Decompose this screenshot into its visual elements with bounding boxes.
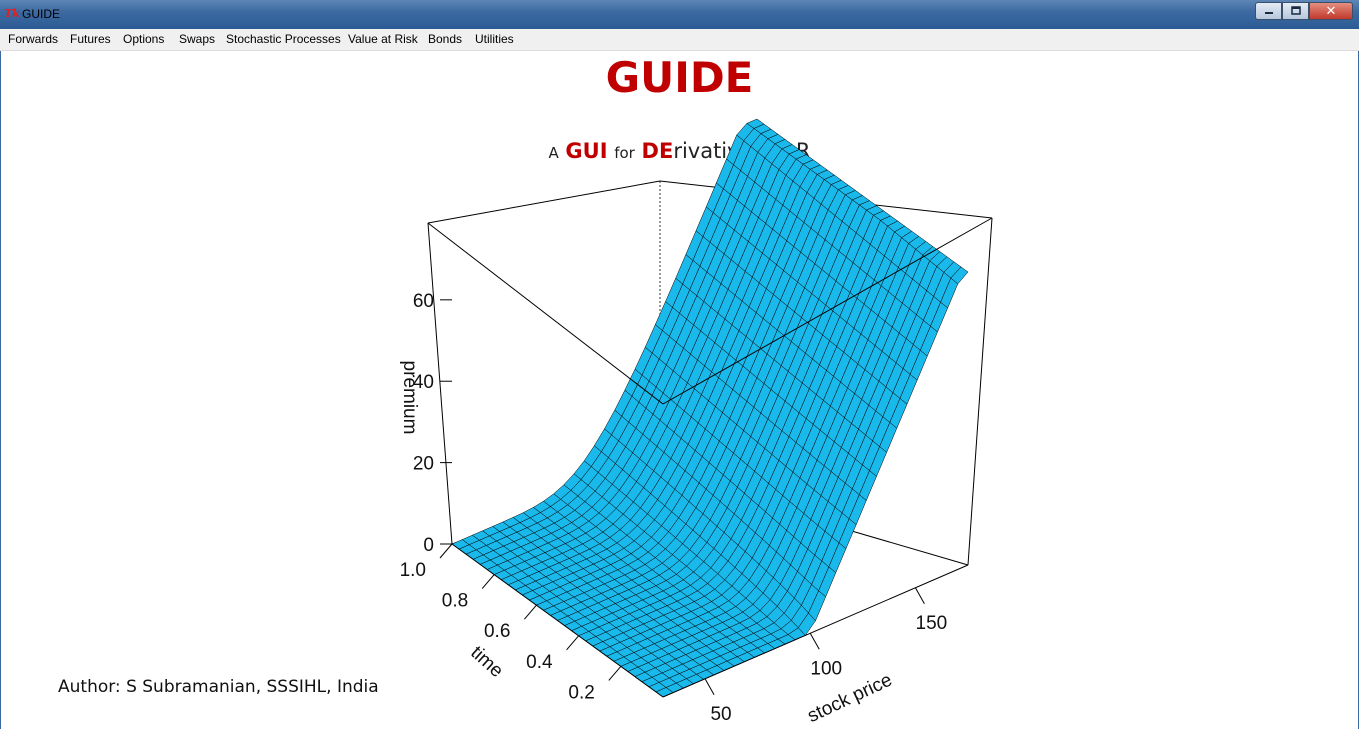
menu-swaps[interactable]: Swaps — [179, 32, 216, 46]
maximize-button[interactable] — [1282, 2, 1309, 20]
y-axis-title: time — [466, 642, 507, 682]
y-axis-tick — [439, 543, 453, 559]
author-credit: Author: S Subramanian, SSSIHL, India — [58, 677, 379, 697]
x-tick-label: 100 — [810, 658, 842, 679]
close-icon: ✕ — [1325, 3, 1337, 19]
subtitle-gui: GUI — [565, 139, 608, 163]
window-controls: ✕ — [1255, 2, 1353, 20]
close-button[interactable]: ✕ — [1309, 2, 1353, 20]
tk-feather-icon: Tk — [4, 7, 20, 20]
box-edge-floor-front-right — [662, 564, 969, 698]
window-title: GUIDE — [22, 7, 61, 21]
app-title: GUIDE — [605, 53, 754, 102]
maximize-icon — [1290, 6, 1301, 15]
x-tick-label: 50 — [710, 704, 731, 725]
menu-forwards[interactable]: Forwards — [8, 32, 59, 46]
menu-futures[interactable]: Futures — [70, 32, 111, 46]
z-tick-label: 20 — [413, 454, 434, 475]
y-tick-label: 0.2 — [568, 682, 594, 703]
menu-utilities[interactable]: Utilities — [475, 32, 514, 46]
y-tick-label: 1.0 — [400, 560, 426, 581]
minimize-button[interactable] — [1255, 2, 1282, 20]
y-axis-tick — [608, 666, 622, 681]
z-tick-label: 0 — [423, 535, 434, 556]
y-tick-label: 0.8 — [442, 591, 468, 612]
box-edge-top-front-right — [662, 217, 993, 405]
subtitle-for: for — [614, 144, 635, 162]
box-edge-right-vertical — [967, 217, 993, 566]
y-axis-tick — [524, 604, 537, 620]
x-axis-tick — [914, 587, 925, 605]
x-tick-label: 150 — [916, 613, 948, 634]
x-axis-tick — [704, 678, 715, 696]
menu-value-at-risk[interactable]: Value at Risk — [348, 32, 418, 46]
y-axis-tick — [481, 574, 495, 589]
y-tick-label: 0.6 — [484, 621, 510, 642]
z-axis-title: premium — [399, 361, 420, 435]
menu-bar: Forwards Futures Options Swaps Stochasti… — [0, 29, 1359, 51]
z-tick-label: 60 — [413, 291, 434, 312]
z-tick-label: 40 — [413, 372, 434, 393]
box-edge-top-front-left — [427, 222, 664, 405]
minimize-icon — [1264, 12, 1273, 14]
y-tick-label: 0.4 — [526, 652, 553, 673]
menu-stochastic-processes[interactable]: Stochastic Processes — [226, 32, 341, 46]
subtitle-de: DE — [641, 139, 674, 163]
box-edge-left-vertical — [427, 222, 453, 545]
box-edge-top-back-left — [427, 180, 661, 224]
subtitle-a: A — [548, 144, 559, 162]
menu-bonds[interactable]: Bonds — [428, 32, 463, 46]
window-titlebar: Tk GUIDE ✕ — [0, 0, 1359, 29]
x-axis-tick — [809, 633, 820, 650]
y-axis-tick — [566, 635, 579, 651]
box-edge-floor-front-left — [451, 543, 664, 698]
menu-options[interactable]: Options — [123, 32, 165, 46]
